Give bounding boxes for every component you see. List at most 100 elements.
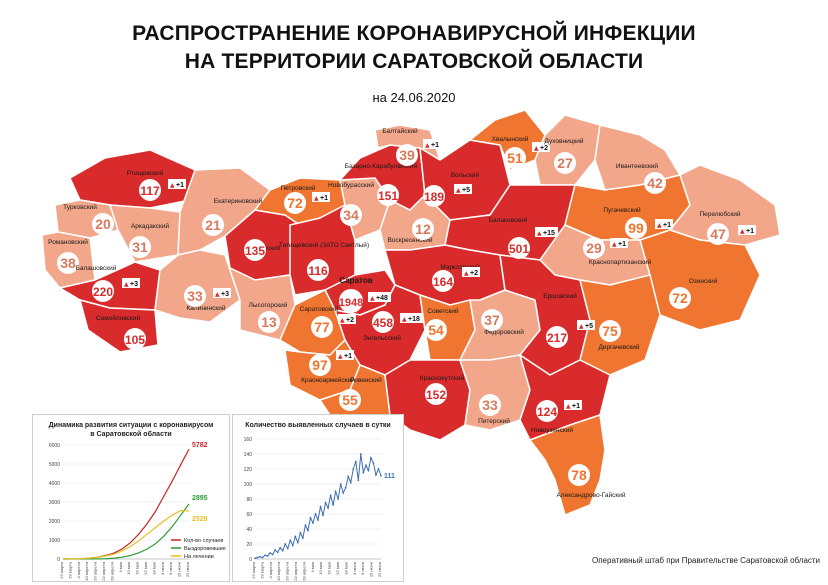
x-tick-label: 22 мая — [335, 562, 340, 575]
delta-badge — [122, 278, 140, 288]
y-tick-label: 40 — [246, 527, 252, 533]
district-дергачевский — [579, 274, 661, 376]
case-count: 124 — [537, 405, 557, 419]
case-count-circle — [377, 184, 399, 206]
x-tick-label: 4 апреля — [76, 562, 81, 579]
x-tick-label: 16 мая — [135, 562, 140, 575]
x-tick-label: 22 мая — [143, 562, 148, 575]
data-point — [289, 539, 292, 542]
data-point — [307, 529, 309, 532]
data-point — [324, 501, 327, 504]
x-tick-label: 15 июня — [369, 562, 374, 577]
series-line — [254, 453, 382, 559]
delta-value: +1 — [746, 228, 754, 235]
y-tick-label: 6000 — [49, 443, 60, 449]
case-count: 116 — [308, 264, 328, 278]
data-point — [367, 469, 370, 472]
data-point — [301, 537, 304, 539]
case-count: 105 — [125, 333, 145, 347]
district-name-label: Вольский — [451, 171, 480, 179]
delta-arrow-icon: ▲ — [340, 317, 345, 324]
case-count-circle — [340, 204, 362, 226]
data-point — [362, 471, 365, 474]
case-count: 1948 — [339, 297, 363, 309]
delta-arrow-icon: ▲ — [425, 142, 430, 149]
case-count: 27 — [557, 155, 573, 171]
delta-value: +3 — [130, 281, 138, 288]
chart-title: Количество выявленных случаев в сутки — [245, 422, 390, 429]
data-point — [377, 468, 380, 470]
x-tick-label: 15 июня — [177, 562, 182, 577]
district-name-label: Екатериновский — [214, 197, 263, 205]
case-count: 135 — [245, 244, 265, 258]
case-count: 12 — [415, 221, 431, 237]
district-name-label: Дергачевский — [598, 343, 639, 351]
delta-value: +15 — [543, 230, 555, 237]
delta-arrow-icon: ▲ — [612, 241, 617, 248]
district-name-label: Ивантеевский — [616, 162, 658, 170]
case-count: 164 — [433, 275, 453, 289]
district-name-label: Саратовский — [300, 305, 339, 313]
case-count-circle — [536, 400, 558, 422]
case-count-circle — [568, 464, 590, 486]
delta-value: +2 — [470, 270, 478, 277]
case-count: 13 — [261, 314, 277, 330]
delta-arrow-icon: ▲ — [215, 291, 220, 298]
delta-badge — [532, 142, 550, 152]
daily-chart-panel: Количество выявленных случаев в сутки 0 20… — [232, 414, 404, 582]
x-tick-label: 3 июня — [352, 562, 357, 575]
case-count: 39 — [399, 147, 415, 163]
data-point — [354, 460, 357, 463]
page-title: РАСПРОСТРАНЕНИЕ КОРОНАВИРУСНОЙ ИНФЕКЦИИ — [132, 22, 696, 45]
district-name-label: Александрово-Гайский — [556, 491, 625, 499]
delta-arrow-icon: ▲ — [464, 270, 469, 277]
case-count-circle — [311, 316, 333, 338]
x-tick-label: 4 мая — [310, 562, 315, 572]
delta-arrow-icon: ▲ — [657, 222, 662, 229]
case-count-circle — [644, 172, 666, 194]
case-count: 20 — [95, 216, 111, 232]
data-point — [319, 505, 322, 508]
data-point — [266, 555, 269, 557]
x-tick-label: 23 марта — [59, 561, 64, 578]
district-name-label: Духовницкий — [544, 137, 583, 145]
series-end-label: 2529 — [192, 516, 208, 523]
district-name-label: Татищевский (ЗАТО Светлый) — [279, 241, 369, 249]
report-date: на 24.06.2020 — [372, 90, 456, 105]
case-count: 151 — [378, 189, 398, 203]
y-tick-label: 1000 — [49, 538, 60, 544]
case-count: 33 — [482, 397, 498, 413]
district-name-label: Красноkутский — [420, 374, 465, 382]
cumulative-chart-panel: Динамика развития ситуации с коронавирус… — [32, 414, 230, 582]
x-tick-label: 9 июня — [168, 562, 173, 575]
delta-badge — [535, 227, 558, 237]
delta-arrow-icon: ▲ — [537, 230, 542, 237]
delta-badge — [462, 267, 480, 277]
x-tick-label: 29 марта — [259, 561, 264, 578]
case-count: 47 — [710, 226, 726, 242]
data-point — [299, 531, 302, 534]
delta-value: +1 — [320, 195, 328, 202]
case-count-circle — [244, 239, 266, 261]
y-tick-label: 3000 — [49, 500, 60, 506]
district-name-label: Саратов — [339, 276, 372, 285]
y-tick-label: 0 — [57, 557, 60, 563]
series-end-label: 111 — [384, 473, 395, 480]
delta-arrow-icon: ▲ — [124, 281, 129, 288]
data-point — [344, 486, 347, 489]
district-name-label: Ртищевский — [127, 169, 164, 177]
data-point — [364, 464, 367, 467]
delta-badge — [423, 139, 441, 149]
case-count: 220 — [93, 285, 113, 299]
y-tick-label: 20 — [246, 542, 252, 548]
district-александрово-гайский — [529, 414, 606, 516]
data-point — [352, 468, 355, 470]
district-name-label: Новобурасский — [328, 181, 374, 189]
district-name-label: Турковский — [63, 203, 97, 211]
delta-value: +1 — [344, 353, 352, 360]
case-count-circle — [479, 394, 501, 416]
data-point — [281, 549, 284, 552]
x-tick-label: 22 апреля — [293, 562, 298, 581]
delta-arrow-icon: ▲ — [534, 145, 539, 152]
case-count-circle — [124, 328, 146, 350]
